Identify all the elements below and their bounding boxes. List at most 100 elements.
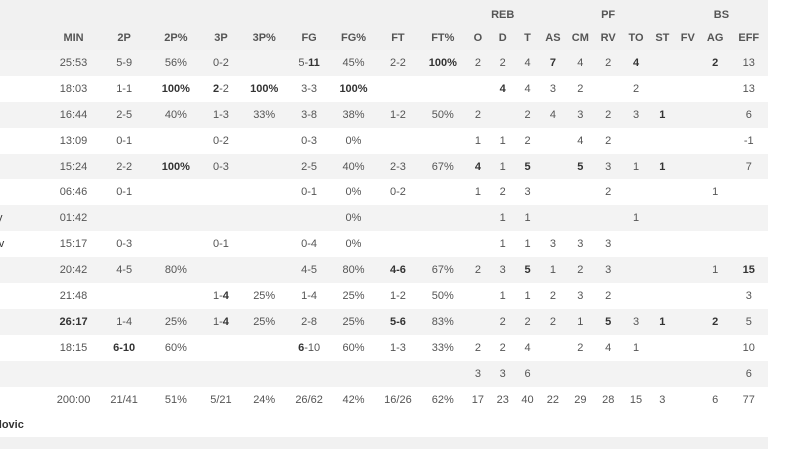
stat-cell-fg: 2-8 <box>301 315 318 328</box>
stat-cell-rv <box>594 361 622 387</box>
player-name[interactable]: is <box>0 154 50 180</box>
table-row: e 18:15 6-10 60% 6-10 60% 1-3 33% 2 2 4 2 4 1 10 <box>0 334 768 361</box>
stat-cell-ft: 4-6 <box>389 264 406 277</box>
player-name[interactable]: r <box>0 257 50 283</box>
stat-cell-st <box>650 231 675 257</box>
stat-cell-3p <box>201 257 241 283</box>
stat-cell-fv <box>675 335 701 361</box>
player-name[interactable] <box>0 361 50 387</box>
table-row: ns 25:53 5-9 56% 0-2 5-11 45% 2-2 100% 2 2 4 7 4 2 4 2 13 <box>0 50 768 76</box>
stat-cell-2p-pct: 25% <box>164 315 187 328</box>
stat-cell-2p-pct <box>151 361 201 387</box>
stat-cell-fg-pct: 38% <box>342 108 365 121</box>
stat-cell-d: 4 <box>499 82 506 95</box>
stat-cell-as <box>539 361 566 387</box>
player-name[interactable]: ov <box>0 76 50 102</box>
stat-cell-min: 15:24 <box>59 160 88 173</box>
group-header-bs: BS <box>713 8 730 21</box>
stat-cell-ag <box>701 102 730 128</box>
stat-cell-3p-pct: 25% <box>253 289 276 302</box>
player-name[interactable]: e <box>0 335 50 361</box>
stat-cell-2p-pct <box>151 128 201 154</box>
stat-cell-ft: 2-2 <box>389 56 406 69</box>
stat-cell-fv <box>675 361 701 387</box>
player-name[interactable]: agin <box>0 309 50 335</box>
column-header-t: T <box>524 31 531 44</box>
stat-cell-fg: 2-5 <box>301 160 318 173</box>
player-name[interactable] <box>0 283 50 309</box>
stat-cell-ag: 2 <box>712 315 719 328</box>
player-name[interactable]: ev <box>0 179 50 205</box>
stat-cell-d: 1 <box>499 238 506 251</box>
stat-cell-min: 25:53 <box>59 56 88 69</box>
stat-cell-st <box>650 76 675 102</box>
stat-cell-to: 1 <box>632 160 640 173</box>
stat-cell-cm: 3 <box>577 108 584 121</box>
column-header-rv: RV <box>600 31 616 44</box>
stat-cell-2p: 1-4 <box>116 315 133 328</box>
stat-cell-ag <box>701 361 730 387</box>
column-header-3p-pct: 3P% <box>252 31 276 44</box>
coach-name: oradovic <box>0 418 24 431</box>
stat-cell-fg <box>287 205 330 231</box>
stat-cell-to: 1 <box>632 212 640 225</box>
stat-cell-3p-pct <box>241 231 287 257</box>
stat-cell-3p-pct: 100% <box>250 82 279 95</box>
stat-cell-3p <box>201 205 241 231</box>
player-name[interactable]: urin <box>0 128 50 154</box>
stat-cell-fv <box>675 387 701 413</box>
stat-cell-t: 1 <box>524 212 531 225</box>
stat-cell-rv: 2 <box>605 108 612 121</box>
stat-cell-eff <box>730 231 768 257</box>
stat-cell-eff: 15 <box>742 264 755 277</box>
stat-cell-2p: 4-5 <box>116 264 133 277</box>
stat-cell-2p: 21/41 <box>110 393 138 406</box>
stat-cell-d: 1 <box>499 289 506 302</box>
stat-cell-3p <box>201 179 241 205</box>
player-name[interactable]: itskiy <box>0 205 50 231</box>
stat-cell-rv: 2 <box>605 186 612 199</box>
stat-cell-ag <box>701 154 730 180</box>
stat-cell-to: 3 <box>632 315 640 328</box>
player-name[interactable] <box>0 387 50 413</box>
column-header-ag: AG <box>706 31 724 44</box>
stat-cell-eff <box>730 205 768 231</box>
stat-cell-3p: 1-3 <box>213 108 229 121</box>
stat-cell-t: 6 <box>524 367 531 380</box>
stat-cell-cm: 2 <box>577 264 584 277</box>
stat-cell-as <box>539 335 566 361</box>
stat-cell-t: 2 <box>524 108 531 121</box>
stat-cell-ag: 1 <box>712 264 719 277</box>
player-name[interactable] <box>0 102 50 128</box>
stat-cell-3p-pct <box>241 361 287 387</box>
stat-cell-as: 1 <box>549 264 556 277</box>
stat-cell-as: 2 <box>549 315 556 328</box>
stat-cell-t: 4 <box>524 341 531 354</box>
stat-cell-3p <box>201 361 241 387</box>
column-header-to: TO <box>628 31 644 44</box>
stat-cell-fg-pct: 42% <box>342 393 365 406</box>
stat-cell-min: 20:42 <box>59 264 88 277</box>
stat-cell-to <box>622 179 650 205</box>
stat-cell-o <box>466 309 490 335</box>
stat-cell-ag <box>701 205 730 231</box>
stat-cell-t: 40 <box>521 393 534 406</box>
stat-cell-2p-pct: 80% <box>164 264 187 277</box>
table-row: agin 26:17 1-4 25% 1-4 25% 2-8 25% 5-6 83% 2 2 2 1 5 3 1… <box>0 308 768 335</box>
stat-cell-3p <box>201 335 241 361</box>
stat-cell-d: 1 <box>499 134 506 147</box>
stat-cell-as <box>539 179 566 205</box>
player-name[interactable]: ns <box>0 50 50 76</box>
stat-cell-st <box>650 335 675 361</box>
stat-cell-ft-pct: 67% <box>431 264 454 277</box>
table-row: 16:44 2-5 40% 1-3 33% 3-8 38% 1-2 50% 2 2 4 3 2 3 1 6 <box>0 101 768 128</box>
stat-cell-ft: 2-3 <box>389 160 406 173</box>
column-header-row: MIN 2P 2P% 3P 3P% FG FG% FT FT% O D T AS CM RV TO ST FV AG… <box>0 25 768 50</box>
stat-cell-to: 4 <box>632 56 640 69</box>
stat-cell-st <box>650 257 675 283</box>
stat-cell-2p <box>97 361 151 387</box>
stat-cell-2p-pct: 60% <box>164 341 187 354</box>
player-name[interactable]: ostov <box>0 238 5 251</box>
stat-cell-2p: 0-1 <box>116 186 133 199</box>
stat-cell-3p-pct: 24% <box>253 393 276 406</box>
